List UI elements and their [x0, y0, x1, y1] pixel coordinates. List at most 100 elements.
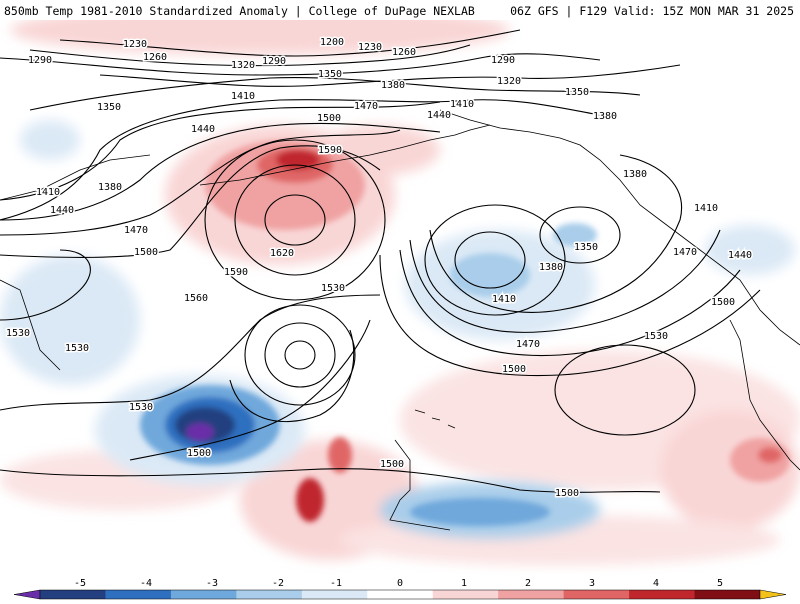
contour-label: 1350 — [565, 87, 589, 98]
siberia-coast — [0, 154, 151, 201]
contour-label: 1530 — [65, 343, 89, 354]
colorbar-segment — [170, 590, 237, 599]
warm-anomaly-regions — [0, 20, 800, 565]
colorbar-segment — [40, 590, 106, 599]
contour-label: 1350 — [574, 242, 598, 253]
alaska-coast — [439, 109, 800, 346]
colorbar-segment — [629, 590, 696, 599]
contour-1410 — [429, 154, 683, 313]
contour-1350-low — [454, 231, 526, 289]
colorbar-low-arrow — [13, 589, 41, 600]
product-title: 850mb Temp 1981-2010 Standardized Anomal… — [4, 4, 475, 18]
contour-label: 1470 — [354, 101, 378, 112]
colorbar-tick-label: 2 — [525, 578, 531, 589]
contour-label: 1290 — [28, 55, 52, 66]
warm-anomaly-blob — [758, 447, 782, 463]
contour-1470 — [229, 329, 355, 423]
alaska-peninsula-coast — [199, 124, 491, 186]
contour-label: 1560 — [184, 293, 208, 304]
contour-1350 — [29, 77, 641, 111]
cold-anomaly-blob — [450, 253, 530, 297]
warm-anomaly-blob — [10, 20, 510, 55]
colorbar-tick-label: 3 — [589, 578, 595, 589]
contour-1380-low — [424, 204, 566, 316]
contour-label: 1410 — [231, 91, 255, 102]
contour-label: 1500 — [502, 364, 526, 375]
contour-label: 1410 — [694, 203, 718, 214]
north-america-coast — [729, 319, 800, 471]
contour-label: 1230 — [358, 42, 382, 53]
colorbar-tick-label: -1 — [330, 578, 342, 589]
contour-1380 — [0, 99, 601, 221]
contour-label: 1440 — [50, 205, 74, 216]
colorbar-tick-label: 5 — [717, 578, 723, 589]
colorbar-segment — [563, 590, 630, 599]
equatorial-front — [389, 439, 451, 531]
contour-1530-west — [0, 249, 91, 321]
colorbar-segment — [105, 590, 172, 599]
asia-coast — [0, 279, 61, 371]
map-panel: 1230 1200 1230 1260 1260 1290 1320 1290 … — [0, 20, 800, 575]
hawaiian-islands — [414, 409, 456, 429]
coastlines — [0, 109, 800, 531]
contour-low — [244, 304, 356, 406]
contour-label: 1380 — [623, 169, 647, 180]
contour-label: 1470 — [124, 225, 148, 236]
colorbar-tick-label: 1 — [461, 578, 467, 589]
colorbar-tick-label: -4 — [140, 578, 152, 589]
warm-anomaly-blob — [296, 478, 324, 522]
cold-anomaly-blob — [20, 120, 80, 160]
warm-anomaly-blob — [730, 438, 790, 482]
contour-label: 1260 — [392, 47, 416, 58]
warm-anomaly-blob — [328, 437, 352, 473]
contour-label: 1350 — [318, 69, 342, 80]
warm-anomaly-cores — [205, 140, 790, 522]
contour-label: 1260 — [143, 52, 167, 63]
contour-label: 1350 — [97, 102, 121, 113]
contour-1290 — [0, 53, 601, 76]
contour-label: 1470 — [516, 339, 540, 350]
colorbar: -5 -4 -3 -2 -1 0 1 2 3 4 5 — [0, 575, 800, 600]
colorbar-strip — [13, 589, 787, 600]
contour-label: 1440 — [191, 124, 215, 135]
colorbar-tick-label: 0 — [397, 578, 403, 589]
contour-1560 — [204, 139, 386, 301]
contour-label: 1500 — [187, 448, 211, 459]
colorbar-tick-label: -2 — [272, 578, 284, 589]
contour-label: 1530 — [129, 402, 153, 413]
contour-1470 — [0, 129, 401, 236]
contour-label: 1500 — [380, 459, 404, 470]
cold-anomaly-cores — [140, 223, 597, 526]
cold-anomaly-blob — [186, 423, 214, 441]
colorbar-segment — [236, 590, 303, 599]
contour-1620 — [264, 194, 326, 246]
colorbar-segment — [432, 590, 499, 599]
contour-1410 — [0, 101, 441, 201]
contour-label: 1590 — [224, 267, 248, 278]
contour-1260 — [29, 44, 471, 67]
contour-1530 — [0, 294, 381, 411]
contour-label: 1410 — [450, 99, 474, 110]
colorbar-segment — [367, 590, 434, 599]
contour-label: 1500 — [317, 113, 341, 124]
contour-label: 1290 — [491, 55, 515, 66]
contour-1500 — [379, 254, 761, 377]
contour-label: 1230 — [123, 39, 147, 50]
colorbar-segment — [498, 590, 565, 599]
cold-anomaly-blob — [705, 225, 795, 275]
contour-labels: 1230 1200 1230 1260 1260 1290 1320 1290 … — [4, 36, 753, 501]
contour-label: 1500 — [555, 488, 579, 499]
contour-label: 1590 — [318, 145, 342, 156]
cold-anomaly-blob — [410, 498, 550, 526]
anomaly-shading — [0, 20, 800, 565]
colorbar-segment — [301, 590, 368, 599]
contour-label: 1440 — [728, 250, 752, 261]
contour-label: 1500 — [134, 247, 158, 258]
contour-label: 1530 — [321, 283, 345, 294]
contour-label: 1380 — [381, 80, 405, 91]
colorbar-tick-label: 4 — [653, 578, 659, 589]
contour-1350-low — [539, 206, 621, 264]
contour-label: 1290 — [262, 56, 286, 67]
colorbar-segment — [694, 590, 761, 599]
